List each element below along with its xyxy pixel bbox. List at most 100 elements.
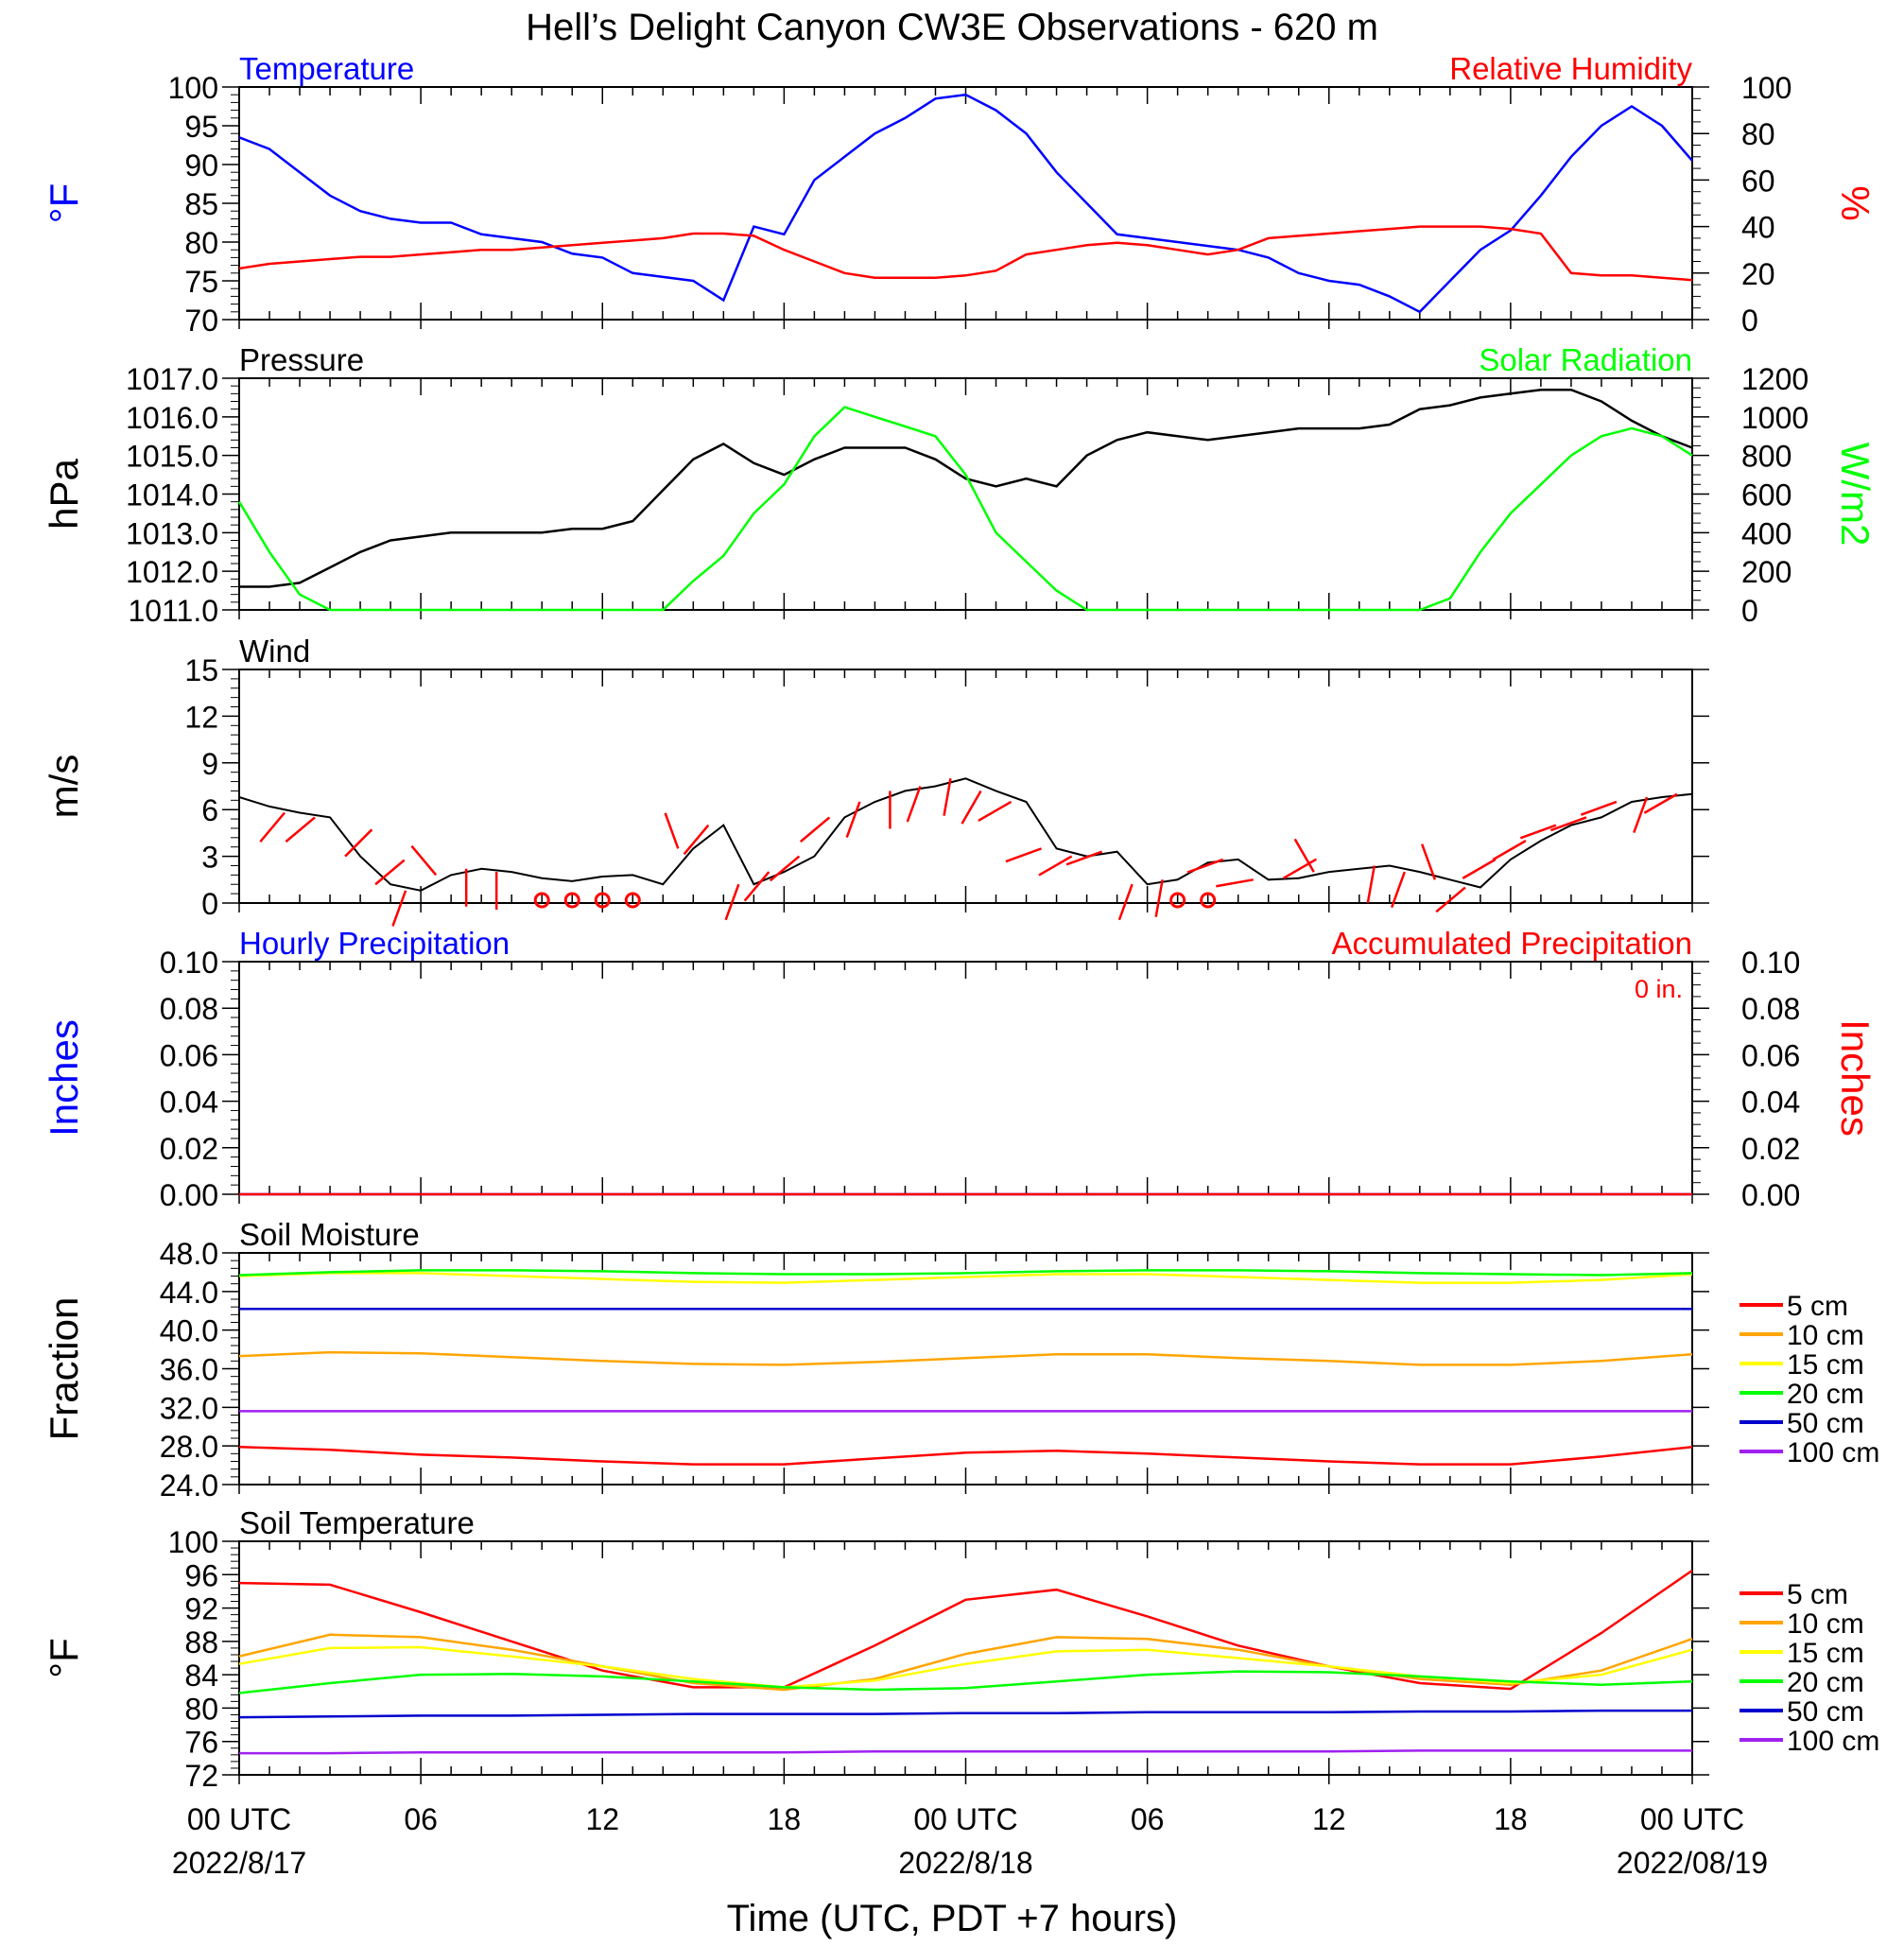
wind-barb xyxy=(1492,840,1527,861)
y-tick-label-left: 0.02 xyxy=(160,1132,218,1166)
panel-wind: 0 3 6 9 12 15 Wind m/s xyxy=(42,634,1709,927)
x-axis-label: Time (UTC, PDT +7 hours) xyxy=(727,1898,1178,1939)
wind-barb xyxy=(1633,796,1649,834)
y-tick-label-right: 20 xyxy=(1741,257,1775,291)
panel-title-left: Temperature xyxy=(239,51,414,86)
wind-barb xyxy=(769,855,801,882)
legend-label: 20 cm xyxy=(1787,1379,1864,1410)
calm-wind-marker xyxy=(624,892,641,909)
wind-barb xyxy=(1216,878,1254,888)
y-axis-label-left: °F xyxy=(42,1638,86,1677)
y-tick-label-left: 76 xyxy=(184,1726,218,1760)
series-line-5-cm xyxy=(238,1445,1693,1466)
wind-barb xyxy=(1293,838,1315,873)
x-tick-label: 00 UTC xyxy=(913,1802,1017,1836)
wind-barb xyxy=(1390,871,1406,909)
y-tick-label-right: 0 xyxy=(1741,304,1758,338)
panel-title-left: Wind xyxy=(239,634,310,669)
legend-label: 15 cm xyxy=(1787,1349,1864,1381)
series-line-100-cm xyxy=(239,1749,1692,1755)
y-tick-label-left: 9 xyxy=(201,747,218,781)
panel-title-left: Pressure xyxy=(239,342,364,377)
panel-precipitation: 0.00 0.02 0.04 0.06 0.08 0.10 0.00 0.02 0.04 0.06… xyxy=(42,926,1878,1212)
series-line-15-cm xyxy=(238,1272,1693,1284)
y-tick-label-left: 88 xyxy=(184,1625,218,1659)
wind-barb xyxy=(1519,824,1557,840)
y-tick-label-left: 1017.0 xyxy=(126,362,218,396)
y-tick-label-right: 0.10 xyxy=(1741,946,1800,980)
y-tick-label-left: 1014.0 xyxy=(126,478,218,513)
legend-label: 50 cm xyxy=(1787,1408,1864,1439)
wind-barb xyxy=(1283,858,1317,879)
wind-barb xyxy=(845,801,861,838)
y-tick-label-right: 0.04 xyxy=(1741,1086,1800,1120)
y-tick-label-left: 36.0 xyxy=(160,1353,218,1387)
calm-wind-marker xyxy=(533,892,550,909)
series-line-20-cm xyxy=(238,1670,1693,1694)
series-line-50-cm xyxy=(238,1709,1692,1719)
x-tick-date-label: 2022/8/17 xyxy=(172,1846,306,1880)
y-tick-label-left: 0.04 xyxy=(160,1086,218,1120)
y-tick-label-left: 12 xyxy=(184,700,218,734)
series-line-10-cm xyxy=(238,1633,1693,1692)
calm-wind-marker xyxy=(594,892,611,909)
y-tick-label-left: 1011.0 xyxy=(129,594,219,628)
y-tick-label-left: 100 xyxy=(168,1525,218,1559)
legend-label: 50 cm xyxy=(1787,1696,1864,1728)
x-tick-label: 18 xyxy=(768,1802,802,1836)
legend-label: 10 cm xyxy=(1787,1320,1864,1351)
y-tick-label-right: 80 xyxy=(1741,117,1775,151)
y-tick-label-left: 96 xyxy=(184,1558,218,1592)
wind-barb xyxy=(683,824,710,856)
y-tick-label-right: 60 xyxy=(1741,164,1775,198)
wind-barb xyxy=(724,883,740,921)
wind-barb xyxy=(961,790,982,825)
figure-title: Hell’s Delight Canyon CW3E Observations … xyxy=(526,7,1378,48)
y-tick-label-left: 0.00 xyxy=(160,1178,218,1212)
y-tick-label-left: 40.0 xyxy=(160,1314,218,1348)
wind-barb xyxy=(1005,847,1042,863)
x-tick-label: 12 xyxy=(585,1802,619,1836)
y-axis-label-right: W/m2 xyxy=(1833,443,1878,547)
x-tick-label: 06 xyxy=(1131,1802,1165,1836)
calm-wind-marker xyxy=(1200,892,1217,909)
series-line-relative-humidity xyxy=(238,225,1693,282)
series-line-10-cm xyxy=(238,1350,1693,1366)
x-tick-date-label: 2022/8/18 xyxy=(898,1846,1032,1880)
panel-soil_moisture: 24.0 28.0 32.0 36.0 40.0 44.0 48.0 Soil Moistur… xyxy=(42,1217,1879,1503)
y-tick-label-left: 72 xyxy=(184,1759,218,1793)
wind-barb xyxy=(1186,858,1224,874)
legend-label: 10 cm xyxy=(1787,1608,1864,1640)
y-tick-label-right: 800 xyxy=(1741,440,1791,474)
y-axis-label-right: % xyxy=(1833,185,1878,220)
x-tick-label: 00 UTC xyxy=(1640,1802,1744,1836)
calm-wind-marker xyxy=(563,892,580,909)
wind-barb xyxy=(259,811,286,843)
wind-barb xyxy=(1038,855,1073,877)
x-tick-label: 00 UTC xyxy=(187,1802,291,1836)
y-tick-label-right: 0 xyxy=(1741,594,1758,628)
y-tick-label-left: 100 xyxy=(168,71,218,105)
legend-label: 100 cm xyxy=(1787,1726,1879,1757)
panel-title-right: Solar Radiation xyxy=(1479,342,1692,377)
y-axis-label-left: Inches xyxy=(42,1019,86,1137)
wind-barb xyxy=(1065,850,1103,866)
y-tick-label-left: 44.0 xyxy=(160,1276,218,1310)
x-tick-date-label: 2022/08/19 xyxy=(1617,1846,1768,1880)
y-tick-label-left: 80 xyxy=(184,1692,218,1726)
panel-temperature_rh: 70 75 80 85 90 95 100 0 20 40 60 80 100 Temperature Re… xyxy=(42,51,1878,338)
wind-barb xyxy=(410,844,438,877)
y-axis-label-left: Fraction xyxy=(42,1297,86,1441)
series-line-wind-speed xyxy=(238,777,1693,892)
y-tick-label-left: 1016.0 xyxy=(126,401,218,435)
y-tick-label-right: 0.02 xyxy=(1741,1132,1800,1166)
legend-label: 5 cm xyxy=(1787,1579,1848,1610)
y-tick-label-left: 84 xyxy=(184,1659,218,1693)
wind-barb xyxy=(906,786,922,823)
y-tick-label-right: 0.06 xyxy=(1741,1038,1800,1072)
y-axis-label-left: °F xyxy=(42,183,86,223)
